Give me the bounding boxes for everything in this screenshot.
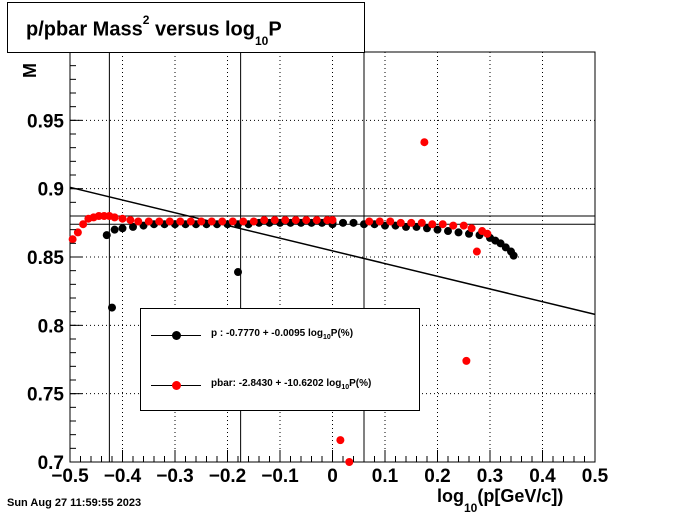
data-point-p	[509, 251, 518, 260]
data-point-pbar	[228, 217, 237, 226]
x-tick-label: −0.1	[261, 466, 299, 487]
data-point-pbar	[165, 217, 174, 226]
data-point-pbar	[68, 235, 77, 244]
chart-title: p/pbar Mass2 versus log10P	[26, 13, 282, 48]
data-points	[68, 138, 518, 466]
axes: −0.5 −0.4 −0.3 −0.2 −0.1 0 0.1 0.2 0.3 0.4 0.5 0.7 0…	[27, 51, 609, 487]
chart-title-box: p/pbar Mass2 versus log10P	[7, 2, 365, 53]
legend-label-p: p : -0.7770 + -0.0095 log10P(%)	[211, 328, 354, 341]
data-point-p	[118, 224, 127, 233]
data-point-pbar	[291, 216, 300, 225]
legend-entry-pbar: pbar: -2.8430 + -10.6202 log10P(%)	[141, 375, 419, 395]
data-point-p	[454, 228, 463, 237]
data-point-pbar	[417, 218, 426, 227]
data-point-pbar	[218, 217, 227, 226]
linear-fit-line	[69, 186, 596, 316]
legend-label-pbar: pbar: -2.8430 + -10.6202 log10P(%)	[211, 378, 372, 391]
data-point-pbar	[144, 217, 153, 226]
data-point-p	[102, 231, 111, 240]
x-tick-label: −0.2	[209, 466, 247, 487]
data-point-pbar	[328, 216, 337, 225]
y-tick-label: 0.8	[38, 316, 64, 337]
timestamp: Sun Aug 27 11:59:55 2023	[7, 497, 142, 509]
data-point-pbar	[302, 216, 311, 225]
x-tick-label: −0.4	[104, 466, 142, 487]
y-tick-label: 0.7	[38, 453, 64, 474]
data-point-pbar	[207, 217, 216, 226]
x-tick-label: 0.1	[372, 466, 399, 487]
data-point-p	[339, 218, 347, 227]
x-tick-label: −0.3	[156, 466, 194, 487]
data-point-p	[108, 303, 116, 312]
data-point-pbar	[270, 216, 279, 225]
data-point-pbar	[472, 247, 481, 256]
y-tick-label: 0.95	[27, 111, 64, 132]
legend-marker-pbar	[172, 381, 181, 390]
data-point-pbar	[345, 458, 354, 466]
y-tick-label: 0.75	[27, 385, 64, 406]
data-point-pbar	[249, 217, 258, 226]
data-point-pbar	[186, 217, 195, 226]
y-tick-label: 0.85	[27, 248, 64, 269]
data-point-pbar	[239, 217, 248, 226]
data-point-p	[349, 218, 358, 227]
y-axis-label: M	[20, 63, 40, 78]
data-point-pbar	[260, 216, 269, 225]
data-point-pbar	[110, 213, 119, 222]
y-tick-label: 0.9	[38, 180, 64, 201]
data-point-pbar	[281, 216, 290, 225]
data-point-pbar	[134, 217, 143, 226]
data-point-pbar	[176, 217, 185, 226]
data-point-pbar	[79, 220, 88, 229]
data-point-pbar	[483, 229, 492, 238]
data-point-pbar	[420, 138, 429, 147]
data-point-pbar	[365, 217, 374, 226]
fit-line	[69, 186, 596, 316]
data-point-pbar	[428, 220, 437, 229]
data-point-pbar	[73, 228, 82, 237]
data-point-pbar	[197, 217, 206, 226]
data-point-pbar	[336, 436, 345, 445]
x-tick-label: 0.5	[582, 466, 609, 487]
data-point-pbar	[459, 221, 468, 230]
data-point-p	[129, 222, 137, 231]
data-point-pbar	[438, 220, 447, 229]
x-tick-label: 0.3	[477, 466, 503, 487]
data-point-pbar	[375, 217, 384, 226]
legend-marker-p	[172, 331, 181, 340]
x-tick-label: 0	[327, 466, 338, 487]
x-tick-label: −0.5	[51, 466, 89, 487]
legend: p : -0.7770 + -0.0095 log10P(%) pbar: -2…	[140, 308, 420, 411]
data-point-p	[433, 225, 442, 234]
data-point-pbar	[312, 216, 321, 225]
data-point-pbar	[118, 214, 127, 223]
data-point-pbar	[462, 356, 471, 365]
x-axis-label: log10(p[GeV/c])	[437, 486, 564, 515]
data-point-pbar	[396, 218, 405, 227]
data-point-pbar	[467, 224, 476, 233]
x-tick-label: 0.2	[424, 466, 450, 487]
data-point-pbar	[386, 217, 395, 226]
data-point-pbar	[449, 221, 458, 230]
data-point-pbar	[126, 216, 135, 225]
data-point-p	[444, 227, 452, 236]
legend-entry-p: p : -0.7770 + -0.0095 log10P(%)	[141, 325, 419, 345]
data-point-p	[110, 225, 119, 234]
data-point-pbar	[407, 218, 416, 227]
data-point-p	[234, 268, 242, 277]
data-point-pbar	[155, 217, 164, 226]
x-tick-label: 0.4	[529, 466, 556, 487]
